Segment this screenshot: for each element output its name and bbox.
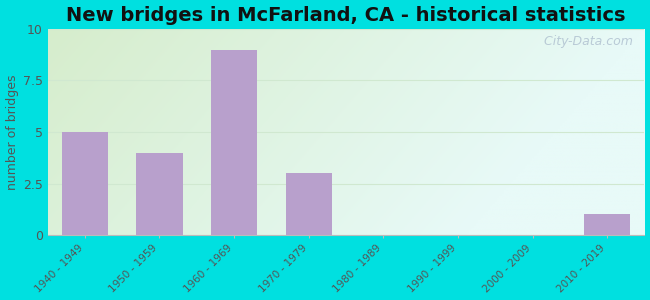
- Bar: [136, 153, 183, 235]
- Bar: [285, 173, 332, 235]
- Y-axis label: number of bridges: number of bridges: [6, 74, 19, 190]
- Bar: [584, 214, 630, 235]
- Title: New bridges in McFarland, CA - historical statistics: New bridges in McFarland, CA - historica…: [66, 6, 626, 25]
- Text: City-Data.com: City-Data.com: [536, 35, 632, 48]
- Bar: [211, 50, 257, 235]
- Bar: [62, 132, 108, 235]
